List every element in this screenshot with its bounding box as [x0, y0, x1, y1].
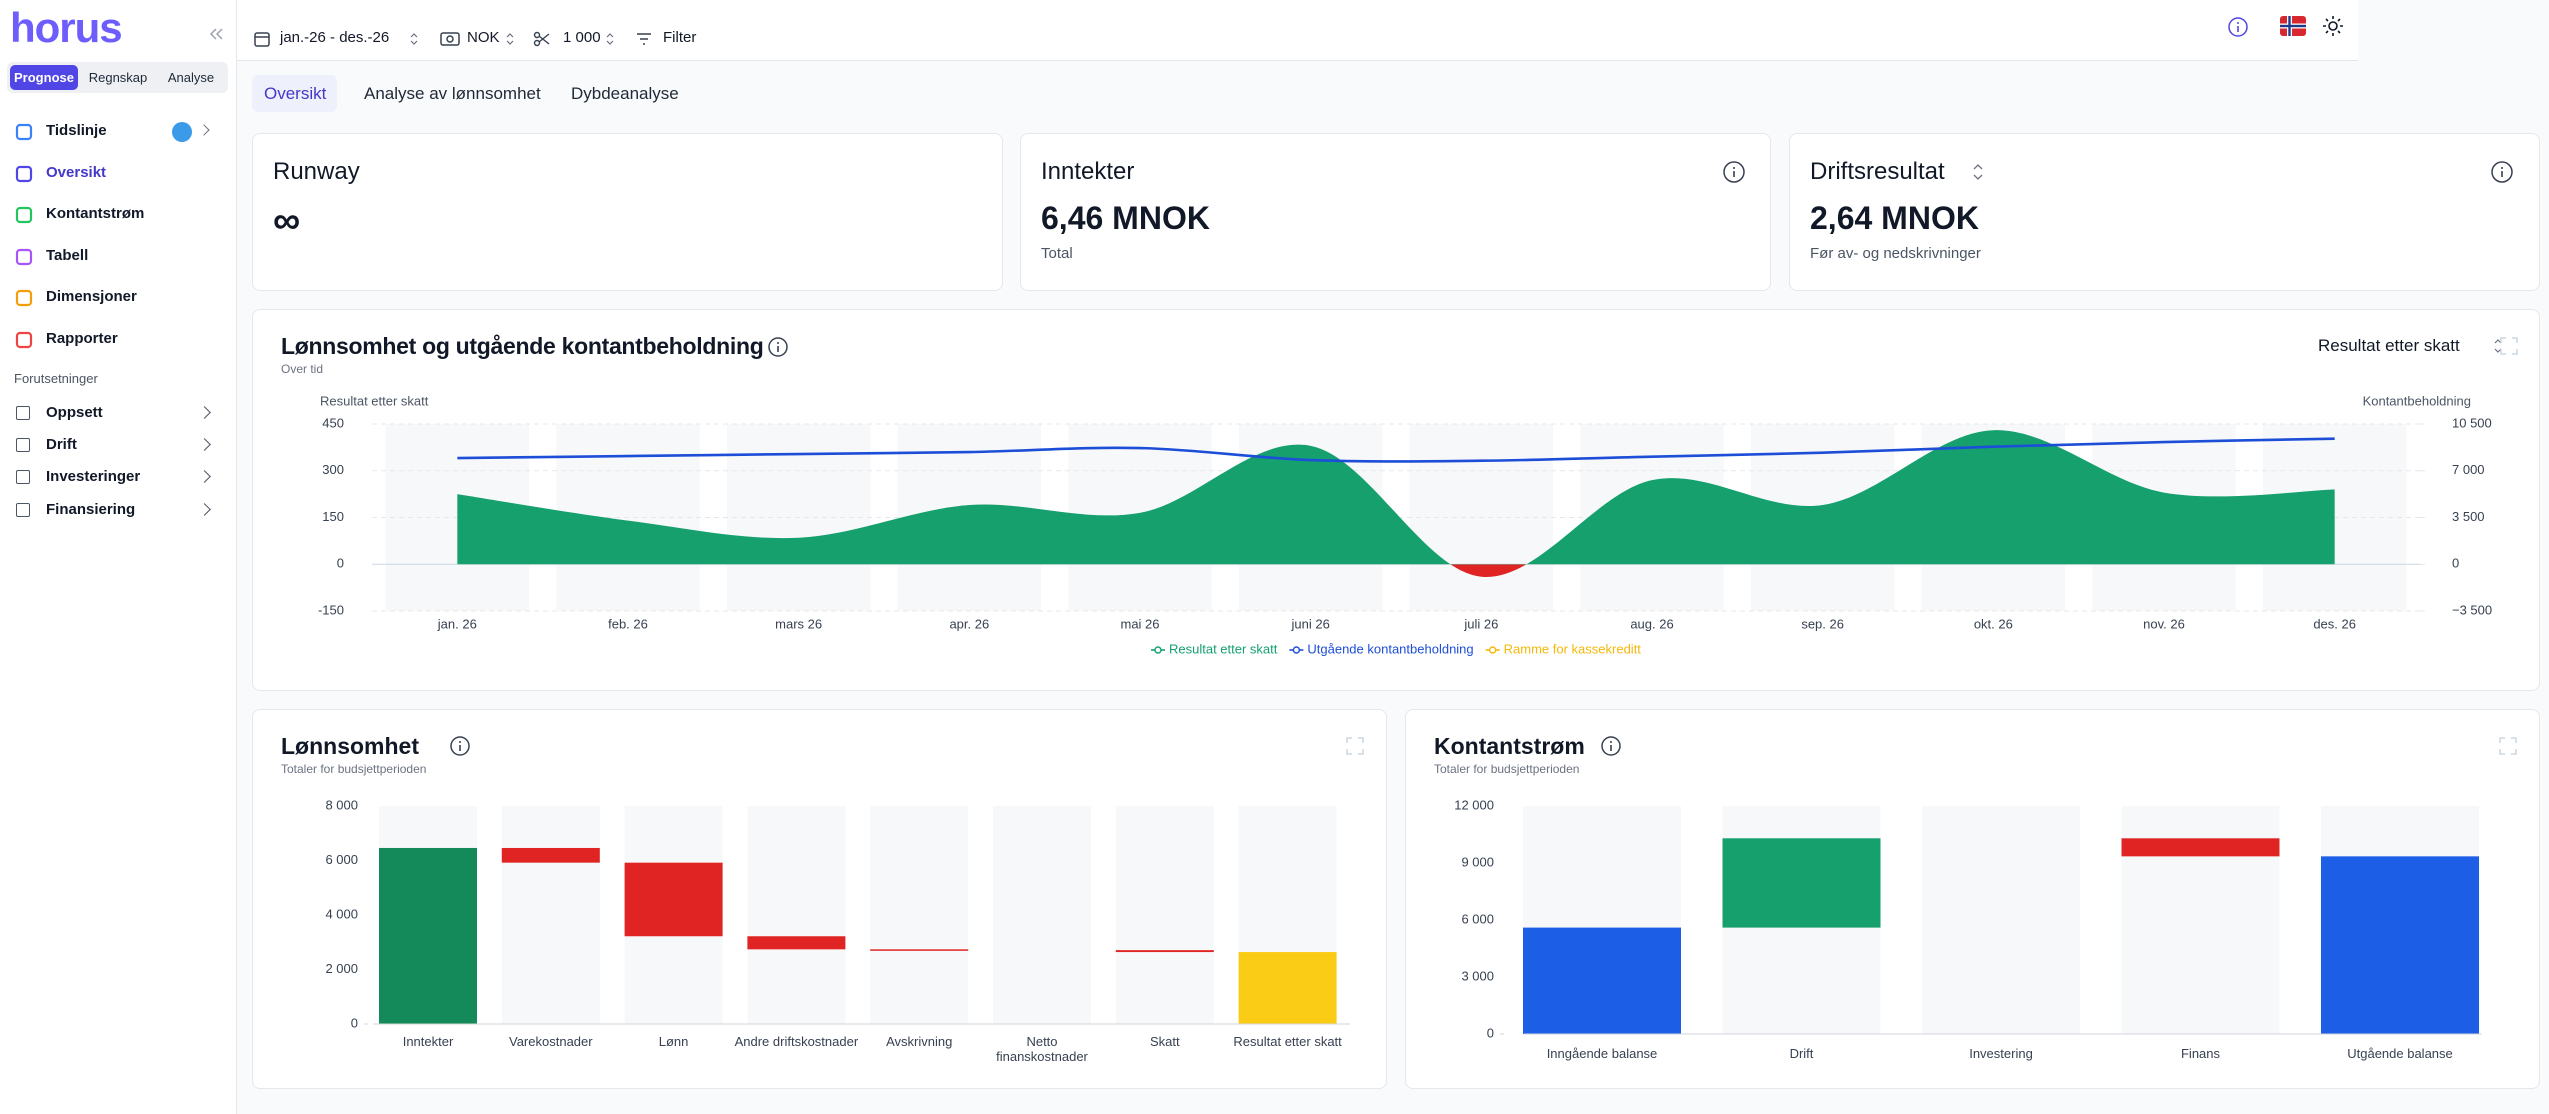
x-tick-label: Resultat etter skatt: [1233, 1034, 1342, 1049]
nav-icon: [15, 331, 33, 349]
active-tab-bg: [252, 75, 337, 112]
money-icon: [440, 32, 460, 46]
nav-item[interactable]: Finansiering: [46, 500, 136, 518]
x-tick-label: Avskrivning: [886, 1034, 953, 1049]
info-icon[interactable]: [2490, 160, 2514, 184]
nav-item[interactable]: Oppsett: [46, 404, 103, 421]
unit-select[interactable]: 1 000: [563, 29, 601, 46]
chevron: [198, 124, 210, 136]
nav-item[interactable]: Tidslinje: [46, 122, 107, 139]
chevron: [198, 438, 211, 452]
x-tick-label: Utgående balanse: [2347, 1046, 2453, 1061]
mode-tab[interactable]: Regnskap: [88, 70, 148, 85]
chart-subtitle: Over tid: [281, 362, 324, 376]
nav-icon: [15, 290, 33, 307]
nav-item[interactable]: Investeringer: [46, 468, 141, 486]
calendar-icon: [254, 32, 270, 47]
card-note: Total: [1041, 245, 1073, 262]
sort-icon: [2494, 339, 2502, 353]
card-title: Inntekter: [1041, 158, 1135, 185]
kpi-card: Driftsresultat 2,64 MNOK Før av- og neds…: [1789, 133, 2540, 291]
tab[interactable]: Analyse av lønnsomhet: [364, 84, 541, 103]
sort-icon[interactable]: [1972, 162, 1984, 182]
assumption-icon: [16, 406, 30, 420]
info-icon[interactable]: [449, 735, 471, 757]
nav-icon: [15, 165, 33, 182]
kpi-card: Inntekter 6,46 MNOK Total: [1020, 133, 1771, 291]
filter-icon: [637, 33, 651, 45]
mode-tab[interactable]: Prognose: [10, 65, 78, 90]
chart-card: Kontantstrøm Totaler for budsjettperiode…: [1405, 709, 2540, 1089]
series-select[interactable]: Resultat etter skatt: [2318, 336, 2460, 355]
x-tick-label: Investering: [1969, 1046, 2033, 1061]
nav-item[interactable]: Drift: [46, 436, 77, 454]
tab[interactable]: Oversikt: [264, 84, 327, 103]
chart-card: Lønnsomhet og utgående kontantbeholdning…: [252, 309, 2540, 691]
collapse-icon[interactable]: [208, 26, 224, 42]
x-tick-label: Andre driftskostnader: [734, 1034, 859, 1049]
nav-item[interactable]: Kontantstrøm: [46, 205, 145, 223]
period-select[interactable]: jan.-26 - des.-26: [280, 29, 390, 46]
nav-item[interactable]: Tabell: [46, 246, 89, 264]
chevron: [198, 406, 211, 419]
timeline-badge[interactable]: [172, 122, 192, 142]
toolbar: jan.-26 - des.-26 NOK 1 000 Filter: [237, 0, 2358, 61]
x-tick-label: Skatt: [1149, 1034, 1180, 1049]
language-flag[interactable]: [2280, 16, 2306, 36]
x-tick-label: Finans: [2180, 1046, 2221, 1061]
card-title: Driftsresultat: [1810, 158, 1945, 185]
x-tick-label: Inngående balanse: [1546, 1046, 1658, 1061]
chevron: [198, 470, 211, 484]
nav-icon: [15, 248, 33, 265]
sort-icon: [506, 33, 514, 45]
info-icon[interactable]: [767, 336, 789, 358]
currency-select[interactable]: NOK: [467, 29, 500, 46]
x-tick-label: Varekostnader: [509, 1034, 593, 1049]
card-value: 2,64 MNOK: [1810, 200, 1979, 236]
card-note: Før av- og nedskrivninger: [1810, 245, 1981, 262]
mode-tab[interactable]: Analyse: [167, 70, 215, 85]
info-icon[interactable]: [2227, 16, 2249, 38]
assumption-icon: [16, 470, 30, 485]
tab[interactable]: Dybdeanalyse: [571, 84, 679, 103]
sidebar: horus Prognose Regnskap Analyse Tidslinje Ov…: [0, 0, 237, 1114]
kpi-card: Runway ∞: [252, 133, 1003, 291]
chart-card: Lønnsomhet Totaler for budsjettperioden: [252, 709, 1387, 1089]
x-tick-label: Drift: [1789, 1046, 1814, 1061]
theme-toggle[interactable]: [2322, 15, 2344, 37]
x-tick-label: Lønn: [658, 1034, 689, 1049]
nav-item[interactable]: Oversikt: [46, 163, 107, 181]
chart-title: Lønnsomhet: [281, 733, 419, 759]
assumption-icon: [16, 438, 30, 453]
chart-title: Lønnsomhet og utgående kontantbeholdning: [281, 333, 764, 359]
sort-icon: [410, 33, 418, 45]
nav-item[interactable]: Dimensjoner: [46, 288, 137, 306]
expand-icon[interactable]: [1345, 736, 1365, 756]
expand-icon[interactable]: [2499, 336, 2519, 356]
card-title: Runway: [273, 158, 360, 185]
section-label: Forutsetninger: [14, 371, 98, 386]
sort-icon: [606, 33, 614, 45]
x-tick-label: Inntekter: [402, 1034, 454, 1049]
assumption-icon: [16, 502, 30, 517]
expand-icon[interactable]: [2498, 736, 2518, 756]
nav-icon: [15, 207, 33, 224]
chevron: [198, 502, 211, 516]
chart-title: Kontantstrøm: [1434, 733, 1585, 759]
info-icon[interactable]: [1600, 735, 1622, 757]
nav-item[interactable]: Rapporter: [46, 330, 118, 347]
card-value: 6,46 MNOK: [1041, 200, 1210, 236]
card-value: ∞: [273, 200, 301, 242]
x-tick-label: Netto finanskostnader: [996, 1034, 1088, 1064]
nav-icon: [15, 123, 33, 141]
scissors-icon: [533, 31, 550, 47]
logo[interactable]: horus: [10, 4, 123, 51]
filter-button[interactable]: Filter: [663, 29, 697, 46]
chart-subtitle: Totaler for budsjettperioden: [1434, 762, 1580, 776]
chart-subtitle: Totaler for budsjettperioden: [281, 762, 427, 776]
info-icon[interactable]: [1722, 160, 1746, 184]
